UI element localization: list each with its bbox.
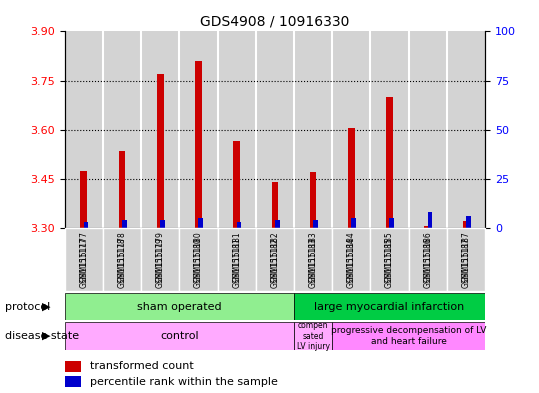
Bar — [466, 216, 471, 228]
Text: GSM1151178: GSM1151178 — [118, 231, 127, 282]
Bar — [233, 141, 240, 228]
Text: sham operated: sham operated — [137, 301, 222, 312]
Bar — [256, 31, 294, 228]
Bar — [313, 220, 318, 228]
Text: GSM1151180: GSM1151180 — [194, 237, 203, 288]
Text: GSM1151179: GSM1151179 — [156, 237, 165, 288]
FancyBboxPatch shape — [256, 228, 294, 291]
Text: GSM1151180: GSM1151180 — [194, 231, 203, 282]
Text: ▶: ▶ — [42, 301, 50, 312]
Text: control: control — [160, 331, 199, 341]
Bar — [386, 97, 393, 228]
Bar — [141, 31, 179, 228]
FancyBboxPatch shape — [332, 228, 370, 291]
FancyBboxPatch shape — [65, 322, 294, 350]
Bar — [84, 222, 88, 228]
Bar — [198, 218, 203, 228]
Text: GSM1151183: GSM1151183 — [309, 237, 317, 288]
Text: GSM1151177: GSM1151177 — [79, 231, 88, 282]
Bar — [157, 74, 163, 228]
Text: GSM1151183: GSM1151183 — [309, 231, 317, 282]
Bar — [179, 31, 218, 228]
Bar — [462, 221, 469, 228]
Bar — [119, 151, 126, 228]
Text: GSM1151185: GSM1151185 — [385, 231, 394, 282]
FancyBboxPatch shape — [409, 228, 447, 291]
Text: GSM1151184: GSM1151184 — [347, 237, 356, 288]
Bar — [80, 171, 87, 228]
Text: GSM1151185: GSM1151185 — [385, 237, 394, 288]
Text: GSM1151187: GSM1151187 — [461, 231, 471, 282]
Bar — [103, 31, 141, 228]
Bar — [390, 218, 394, 228]
FancyBboxPatch shape — [294, 293, 485, 320]
Text: percentile rank within the sample: percentile rank within the sample — [90, 377, 278, 387]
Text: GSM1151187: GSM1151187 — [461, 237, 471, 288]
Text: GSM1151177: GSM1151177 — [79, 237, 88, 288]
Bar — [160, 220, 165, 228]
Bar — [294, 31, 332, 228]
Bar — [409, 31, 447, 228]
Bar — [65, 376, 81, 387]
Text: GSM1151181: GSM1151181 — [232, 237, 241, 288]
Bar — [218, 31, 256, 228]
Text: GSM1151186: GSM1151186 — [423, 237, 432, 288]
Bar — [348, 128, 355, 228]
Text: GSM1151182: GSM1151182 — [271, 231, 279, 282]
Bar — [424, 226, 431, 228]
FancyBboxPatch shape — [447, 228, 485, 291]
FancyBboxPatch shape — [179, 228, 218, 291]
FancyBboxPatch shape — [294, 228, 332, 291]
Title: GDS4908 / 10916330: GDS4908 / 10916330 — [200, 15, 350, 29]
Bar — [65, 31, 103, 228]
Text: GSM1151181: GSM1151181 — [232, 231, 241, 282]
Bar — [447, 31, 485, 228]
Bar — [370, 31, 409, 228]
Bar — [351, 218, 356, 228]
FancyBboxPatch shape — [65, 293, 294, 320]
Text: ▶: ▶ — [42, 331, 50, 341]
FancyBboxPatch shape — [332, 322, 485, 350]
Bar — [275, 220, 280, 228]
Bar — [332, 31, 370, 228]
Text: GSM1151184: GSM1151184 — [347, 231, 356, 282]
Text: GSM1151179: GSM1151179 — [156, 231, 165, 282]
FancyBboxPatch shape — [141, 228, 179, 291]
FancyBboxPatch shape — [65, 228, 103, 291]
Text: GSM1151182: GSM1151182 — [271, 237, 279, 288]
Text: compen
sated
LV injury: compen sated LV injury — [296, 321, 330, 351]
FancyBboxPatch shape — [370, 228, 409, 291]
FancyBboxPatch shape — [294, 322, 332, 350]
Bar — [65, 361, 81, 372]
Text: progressive decompensation of LV
and heart failure: progressive decompensation of LV and hea… — [331, 326, 486, 346]
Bar — [310, 172, 316, 228]
Text: disease state: disease state — [5, 331, 80, 341]
Bar — [237, 222, 241, 228]
Text: GSM1151178: GSM1151178 — [118, 237, 127, 288]
Text: large myocardial infarction: large myocardial infarction — [314, 301, 465, 312]
FancyBboxPatch shape — [103, 228, 141, 291]
Bar — [427, 212, 432, 228]
Bar — [272, 182, 278, 228]
Bar — [195, 61, 202, 228]
FancyBboxPatch shape — [218, 228, 256, 291]
Text: transformed count: transformed count — [90, 362, 194, 371]
Text: protocol: protocol — [5, 301, 51, 312]
Bar — [122, 220, 127, 228]
Text: GSM1151186: GSM1151186 — [423, 231, 432, 282]
